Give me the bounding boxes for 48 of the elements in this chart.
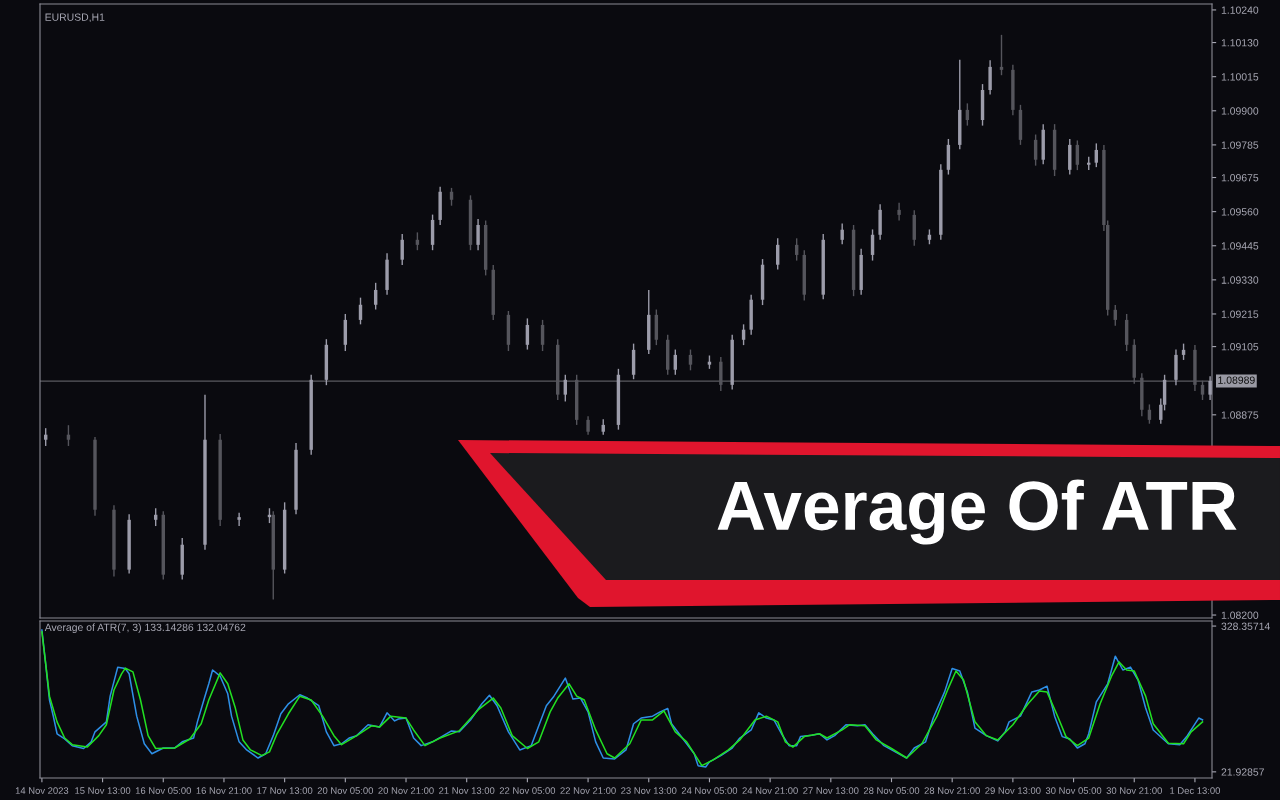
y-tick-label: 1.08200 [1221, 611, 1259, 619]
y-tick-label: 1.08875 [1221, 411, 1259, 419]
text: EURUSD,H1 [45, 13, 105, 23]
candlestick [476, 218, 480, 251]
candlestick [988, 59, 992, 96]
y-tick-label: 1.10015 [1221, 73, 1259, 81]
x-tick-label: 30 Nov 05:00 [1045, 787, 1102, 794]
x-tick-label: 24 Nov 21:00 [742, 787, 798, 794]
chart-title: Average of ATR(7, 3) 133.14286 132.04762 [44, 623, 246, 634]
y-tick-label: 1.09445 [1221, 242, 1259, 250]
candlestick [586, 415, 590, 436]
x-tick-label: 16 Nov 05:00 [135, 787, 191, 794]
x-tick-label: 16 Nov 21:00 [196, 787, 252, 794]
y-tick-label: 328.35714 [1221, 622, 1270, 630]
x-tick-label: 30 Nov 21:00 [1106, 787, 1162, 794]
y-tick-label: 21.92857 [1221, 768, 1264, 776]
x-tick-label: 29 Nov 13:00 [985, 787, 1041, 794]
y-tick-label: 1.09675 [1221, 174, 1259, 182]
candlestick [840, 222, 844, 245]
x-tick-label: 17 Nov 13:00 [257, 787, 313, 794]
ref-line-label: 1.08989 [1218, 376, 1255, 384]
y-tick-label: 1.09785 [1221, 141, 1259, 149]
x-tick-label: 28 Nov 21:00 [924, 787, 980, 794]
y-tick-label: 1.10240 [1221, 6, 1259, 14]
x-tick-label: 28 Nov 05:00 [863, 787, 920, 794]
y-tick-label: 1.09900 [1221, 107, 1259, 115]
x-tick-label: 14 Nov 2023 [15, 787, 69, 794]
y-tick-label: 1.09560 [1221, 208, 1259, 216]
x-tick-label: 15 Nov 13:00 [75, 787, 131, 794]
x-tick-label: 24 Nov 05:00 [681, 787, 738, 794]
x-tick-label: 21 Nov 13:00 [439, 787, 495, 794]
candlestick [237, 512, 241, 527]
candlestick [1208, 375, 1212, 401]
x-tick-label: 22 Nov 05:00 [499, 787, 556, 794]
y-tick-label: 1.09215 [1221, 310, 1259, 318]
x-tick-label: 22 Nov 21:00 [560, 787, 616, 794]
x-tick-label: 27 Nov 13:00 [803, 787, 859, 794]
x-tick-label: 23 Nov 13:00 [621, 787, 677, 794]
candlestick [688, 348, 693, 372]
y-tick-label: 1.09330 [1221, 276, 1259, 284]
candlestick [897, 202, 901, 222]
y-tick-label: 1.10130 [1221, 39, 1259, 47]
candlestick [999, 34, 1004, 76]
x-tick-label: 20 Nov 21:00 [378, 787, 434, 794]
annotation: Average Of ATR [717, 479, 1237, 545]
y-tick-label: 1.09105 [1221, 343, 1259, 351]
x-tick-label: 20 Nov 05:00 [317, 787, 374, 794]
x-tick-label: 1 Dec 13:00 [1170, 787, 1221, 794]
